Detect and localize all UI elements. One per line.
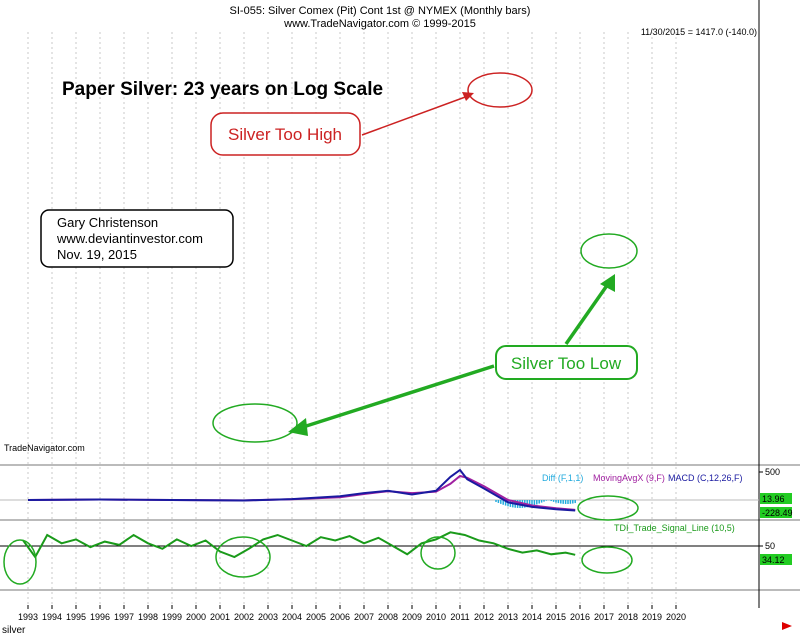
tdi-ellipse <box>420 536 456 570</box>
author-line: Nov. 19, 2015 <box>57 247 137 262</box>
tdi-ellipse <box>3 539 37 585</box>
watermark: TradeNavigator.com <box>4 443 85 453</box>
x-tick-label: 2006 <box>330 612 350 622</box>
x-tick-label: 2002 <box>234 612 254 622</box>
too-high-box <box>210 112 361 156</box>
too-low-arrowhead-left <box>288 418 308 436</box>
x-tick-label: 1997 <box>114 612 134 622</box>
price-readout: 11/30/2015 = 1417.0 (-140.0) <box>641 27 757 37</box>
x-tick-label: 2015 <box>546 612 566 622</box>
diff-value: 13.96 <box>762 494 785 504</box>
low-ellipse-2015 <box>580 233 638 269</box>
x-tick-label: 2019 <box>642 612 662 622</box>
x-tick-label: 2005 <box>306 612 326 622</box>
x-tick-label: 2012 <box>474 612 494 622</box>
tdi-ellipse <box>215 536 271 578</box>
x-tick-label: 2008 <box>378 612 398 622</box>
tdi-tick-label: 50 <box>765 541 775 551</box>
annotation-title: Paper Silver: 23 years on Log Scale <box>62 79 383 100</box>
x-tick-label: 1996 <box>90 612 110 622</box>
tdi-ellipse <box>581 546 633 574</box>
macd-ellipse <box>577 495 639 521</box>
author-box <box>40 209 234 268</box>
x-tick-label: 2001 <box>210 612 230 622</box>
legend-diff: Diff (F,1,1) <box>542 473 583 483</box>
x-tick-label: 1999 <box>162 612 182 622</box>
author-line: www.deviantinvestor.com <box>56 231 203 246</box>
macd-value: -228.49 <box>762 508 793 518</box>
too-low-label: Silver Too Low <box>511 354 622 373</box>
too-low-box <box>495 345 638 380</box>
chart-header-copyright: www.TradeNavigator.com © 1999-2015 <box>284 18 476 30</box>
scroll-arrow-icon <box>782 622 792 630</box>
macd-value-box <box>760 507 792 518</box>
chart-header-title: SI-055: Silver Comex (Pit) Cont 1st @ NY… <box>229 5 531 17</box>
x-tick-label: 2009 <box>402 612 422 622</box>
tdi-line <box>22 531 576 559</box>
diff-value-box <box>760 493 792 504</box>
x-tick-label: 2014 <box>522 612 542 622</box>
x-tick-label: 1993 <box>18 612 38 622</box>
too-low-arrow-up <box>564 282 610 346</box>
low-ellipse-2002 <box>212 403 298 443</box>
too-high-label: Silver Too High <box>228 125 342 144</box>
too-high-arrowhead <box>462 92 474 101</box>
x-tick-label: 1995 <box>66 612 86 622</box>
x-tick-label: 1998 <box>138 612 158 622</box>
tdi-value-box <box>760 554 792 565</box>
x-tick-label: 2011 <box>450 612 469 622</box>
x-tick-label: 1994 <box>42 612 62 622</box>
legend-mavg: MovingAvgX (9,F) <box>593 473 665 483</box>
x-tick-label: 2004 <box>282 612 302 622</box>
x-tick-label: 2007 <box>354 612 374 622</box>
x-tick-label: 2000 <box>186 612 206 622</box>
macd-line <box>27 468 576 512</box>
x-tick-label: 2010 <box>426 612 446 622</box>
x-tick-label: 2013 <box>498 612 518 622</box>
macd-tick-label: 500 <box>765 467 780 477</box>
author-line: Gary Christenson <box>57 215 158 230</box>
peak-ellipse <box>467 72 533 108</box>
x-tick-label: 2016 <box>570 612 590 622</box>
symbol-label: silver <box>2 625 26 636</box>
x-tick-label: 2018 <box>618 612 638 622</box>
x-tick-label: 2003 <box>258 612 278 622</box>
too-low-arrowhead-up <box>600 274 615 292</box>
x-tick-label: 2017 <box>594 612 614 622</box>
tdi-legend: TDI_Trade_Signal_Line (10,5) <box>614 523 735 533</box>
x-tick-label: 2020 <box>666 612 686 622</box>
too-high-arrow <box>361 95 469 136</box>
too-low-arrow-left <box>299 364 495 430</box>
legend-macd: MACD (C,12,26,F) <box>668 473 743 483</box>
tdi-value: 34.12 <box>762 555 785 565</box>
